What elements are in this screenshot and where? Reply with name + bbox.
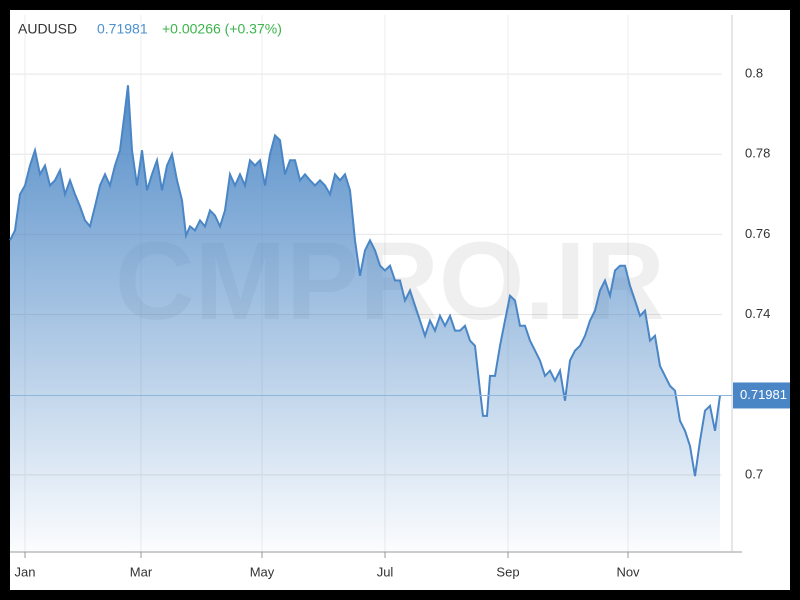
x-tick-label: Mar: [130, 564, 153, 579]
x-tick-label: May: [250, 564, 275, 579]
price-change: +0.00266 (+0.37%): [162, 21, 282, 37]
y-tick-label: 0.8: [745, 66, 763, 81]
y-tick-label: 0.76: [745, 226, 770, 241]
price-line: [9, 85, 721, 477]
x-tick-label: Nov: [616, 564, 640, 579]
x-tick-label: Sep: [496, 564, 519, 579]
area-fill: [10, 85, 720, 553]
y-tick-label: 0.74: [745, 306, 770, 321]
symbol: AUDUSD: [18, 21, 77, 37]
last-price-label: 0.71981: [740, 387, 787, 402]
last-price-tag: [733, 382, 790, 409]
x-tick-label: Jul: [377, 564, 394, 579]
plot: [9, 85, 721, 553]
y-tick-label: 0.78: [745, 146, 770, 161]
x-tick-label: Jan: [15, 564, 36, 579]
last-price: 0.71981: [97, 21, 148, 37]
y-tick-label: 0.7: [745, 466, 763, 481]
